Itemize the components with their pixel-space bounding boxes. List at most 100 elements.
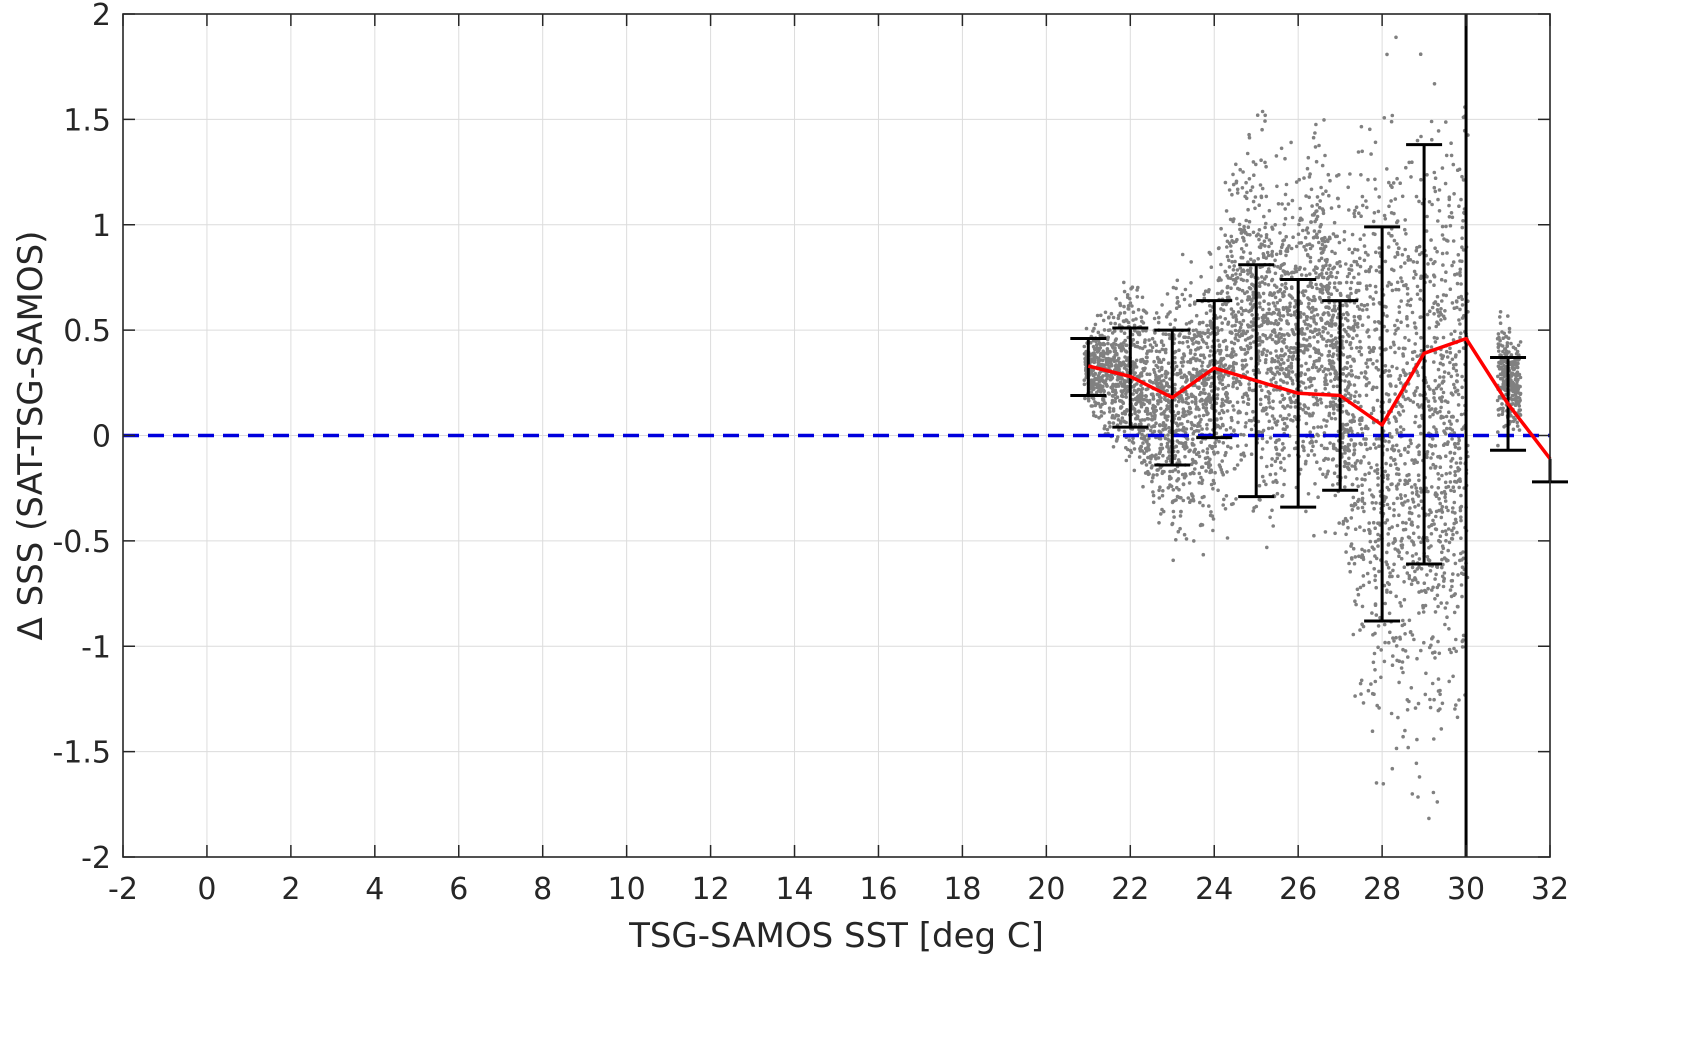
scatter-point: [1446, 508, 1450, 513]
scatter-point: [1446, 239, 1450, 243]
scatter-point: [1441, 354, 1445, 359]
scatter-point: [1394, 644, 1399, 648]
scatter-point: [1327, 193, 1331, 198]
scatter-point: [1429, 238, 1433, 242]
scatter-point: [1439, 307, 1443, 311]
scatter-point: [1108, 360, 1112, 365]
scatter-point: [1332, 285, 1337, 290]
scatter-point: [1258, 305, 1262, 309]
scatter-point: [1211, 528, 1215, 533]
scatter-point: [1403, 447, 1407, 452]
scatter-point: [1190, 441, 1195, 446]
scatter-point: [1436, 639, 1440, 644]
scatter-point: [1308, 354, 1312, 359]
scatter-point: [1126, 304, 1131, 308]
scatter-point: [1312, 533, 1316, 538]
scatter-point: [1308, 246, 1313, 251]
scatter-point: [1432, 396, 1436, 400]
scatter-point: [1353, 502, 1358, 507]
scatter-point: [1458, 456, 1463, 461]
scatter-point: [1315, 332, 1320, 337]
scatter-point: [1287, 348, 1291, 353]
scatter-point: [1177, 428, 1181, 432]
scatter-point: [1175, 301, 1180, 305]
scatter-point: [1328, 372, 1333, 376]
scatter-point: [1110, 357, 1114, 362]
scatter-point: [1341, 353, 1346, 357]
scatter-point: [1324, 271, 1329, 276]
scatter-point: [1362, 375, 1367, 379]
scatter-point: [1319, 316, 1323, 321]
scatter-point: [1387, 640, 1391, 645]
scatter-point: [1429, 345, 1434, 349]
scatter-point: [1505, 341, 1510, 345]
scatter-point: [1310, 377, 1314, 381]
scatter-point: [1235, 400, 1240, 405]
scatter-point: [1518, 384, 1522, 389]
scatter-point: [1270, 278, 1274, 283]
scatter-point: [1518, 340, 1523, 344]
scatter-point: [1178, 368, 1183, 373]
scatter-point: [1507, 326, 1512, 331]
scatter-point: [1224, 450, 1228, 455]
scatter-point: [1117, 428, 1121, 432]
scatter-point: [1334, 275, 1338, 280]
scatter-point: [1400, 545, 1404, 550]
scatter-point: [1091, 352, 1095, 357]
scatter-point: [1403, 247, 1407, 252]
scatter-point: [1385, 518, 1390, 522]
scatter-point: [1139, 383, 1143, 388]
x-tick-label: 16: [859, 872, 897, 907]
scatter-point: [1258, 384, 1263, 389]
scatter-point: [1160, 493, 1165, 498]
scatter-point: [1174, 306, 1179, 311]
scatter-point: [1509, 353, 1514, 357]
scatter-point: [1387, 231, 1391, 236]
scatter-point: [1201, 503, 1205, 508]
scatter-point: [1376, 544, 1380, 548]
scatter-point: [1433, 189, 1438, 194]
scatter-point: [1422, 640, 1426, 645]
scatter-point: [1329, 379, 1333, 383]
scatter-point: [1350, 373, 1355, 377]
scatter-point: [1433, 597, 1437, 601]
scatter-point: [1314, 439, 1318, 444]
scatter-point: [1323, 386, 1327, 391]
scatter-point: [1431, 518, 1435, 523]
scatter-point: [1120, 416, 1125, 420]
scatter-point: [1140, 295, 1145, 300]
scatter-point: [1457, 349, 1462, 354]
scatter-point: [1419, 431, 1423, 436]
scatter-point: [1455, 373, 1460, 377]
scatter-point: [1286, 372, 1291, 377]
scatter-point: [1124, 358, 1129, 363]
scatter-point: [1253, 206, 1257, 211]
scatter-point: [1509, 341, 1513, 346]
scatter-point: [1208, 349, 1213, 353]
scatter-point: [1259, 323, 1264, 328]
scatter-point: [1343, 460, 1347, 464]
scatter-point: [1375, 398, 1380, 403]
scatter-point: [1443, 480, 1448, 485]
scatter-point: [1273, 459, 1278, 464]
scatter-point: [1118, 311, 1123, 316]
scatter-point: [1316, 425, 1320, 429]
scatter-point: [1445, 355, 1450, 359]
scatter-point: [1200, 481, 1204, 486]
scatter-point: [1218, 351, 1222, 356]
scatter-point: [1325, 339, 1329, 344]
scatter-point: [1403, 397, 1408, 402]
scatter-point: [1349, 346, 1354, 351]
scatter-point: [1282, 456, 1286, 461]
scatter-point: [1102, 328, 1107, 332]
scatter-point: [1343, 388, 1348, 392]
scatter-point: [1383, 217, 1388, 221]
scatter-point: [1349, 503, 1354, 508]
scatter-point: [1332, 304, 1337, 308]
scatter-point: [1454, 353, 1458, 357]
scatter-point: [1303, 235, 1308, 240]
scatter-point: [1161, 357, 1166, 362]
scatter-point: [1408, 258, 1413, 262]
scatter-point: [1326, 172, 1331, 177]
scatter-point: [1159, 447, 1163, 452]
